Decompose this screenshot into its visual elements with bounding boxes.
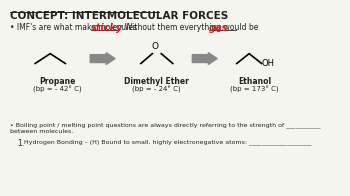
Text: Ethanol: Ethanol xyxy=(238,77,271,86)
Text: • IMF's are what make molecules: • IMF's are what make molecules xyxy=(10,23,140,32)
Text: 1.: 1. xyxy=(18,139,24,148)
Text: • Boiling point / melting point questions are always directly referring to the s: • Boiling point / melting point question… xyxy=(10,123,321,134)
FancyArrow shape xyxy=(90,53,115,64)
Text: gas: gas xyxy=(209,23,228,33)
Text: Propane: Propane xyxy=(39,77,76,86)
Text: sticky: sticky xyxy=(91,23,124,33)
Text: OH: OH xyxy=(261,59,275,68)
Text: Hydrogen Bonding – (H) Bound to small, highly electronegative atoms: ___________: Hydrogen Bonding – (H) Bound to small, h… xyxy=(25,139,312,145)
Text: Without them everything would be: Without them everything would be xyxy=(120,23,261,32)
FancyArrow shape xyxy=(192,53,217,64)
Text: (bp = 173° C): (bp = 173° C) xyxy=(230,86,279,93)
Text: Dimethyl Ether: Dimethyl Ether xyxy=(124,77,189,86)
Text: O: O xyxy=(152,42,159,51)
Text: (bp = - 24° C): (bp = - 24° C) xyxy=(133,86,181,93)
Text: CONCEPT: INTERMOLECULAR FORCES: CONCEPT: INTERMOLECULAR FORCES xyxy=(10,11,229,21)
Text: (bp = - 42° C): (bp = - 42° C) xyxy=(33,86,82,93)
